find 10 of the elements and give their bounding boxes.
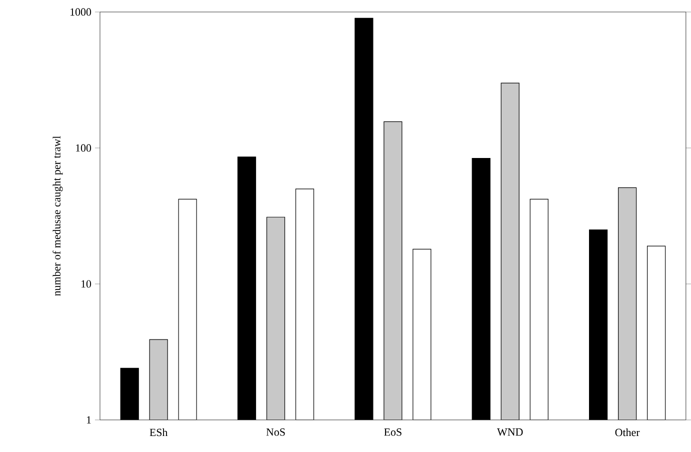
y-tick-label: 1 — [86, 416, 91, 424]
y-axis-title: number of medusae caught per trawl — [52, 136, 63, 296]
x-tick-label: EoS — [384, 428, 402, 436]
x-tick-label: ESh — [150, 428, 168, 436]
y-tick-label: 10 — [81, 280, 92, 288]
y-tick-label: 100 — [76, 144, 92, 152]
x-tick-label: WND — [497, 428, 523, 436]
y-tick-label: 1000 — [70, 8, 92, 16]
x-tick-label: NoS — [266, 428, 285, 436]
x-tick-label: Other — [615, 428, 640, 436]
